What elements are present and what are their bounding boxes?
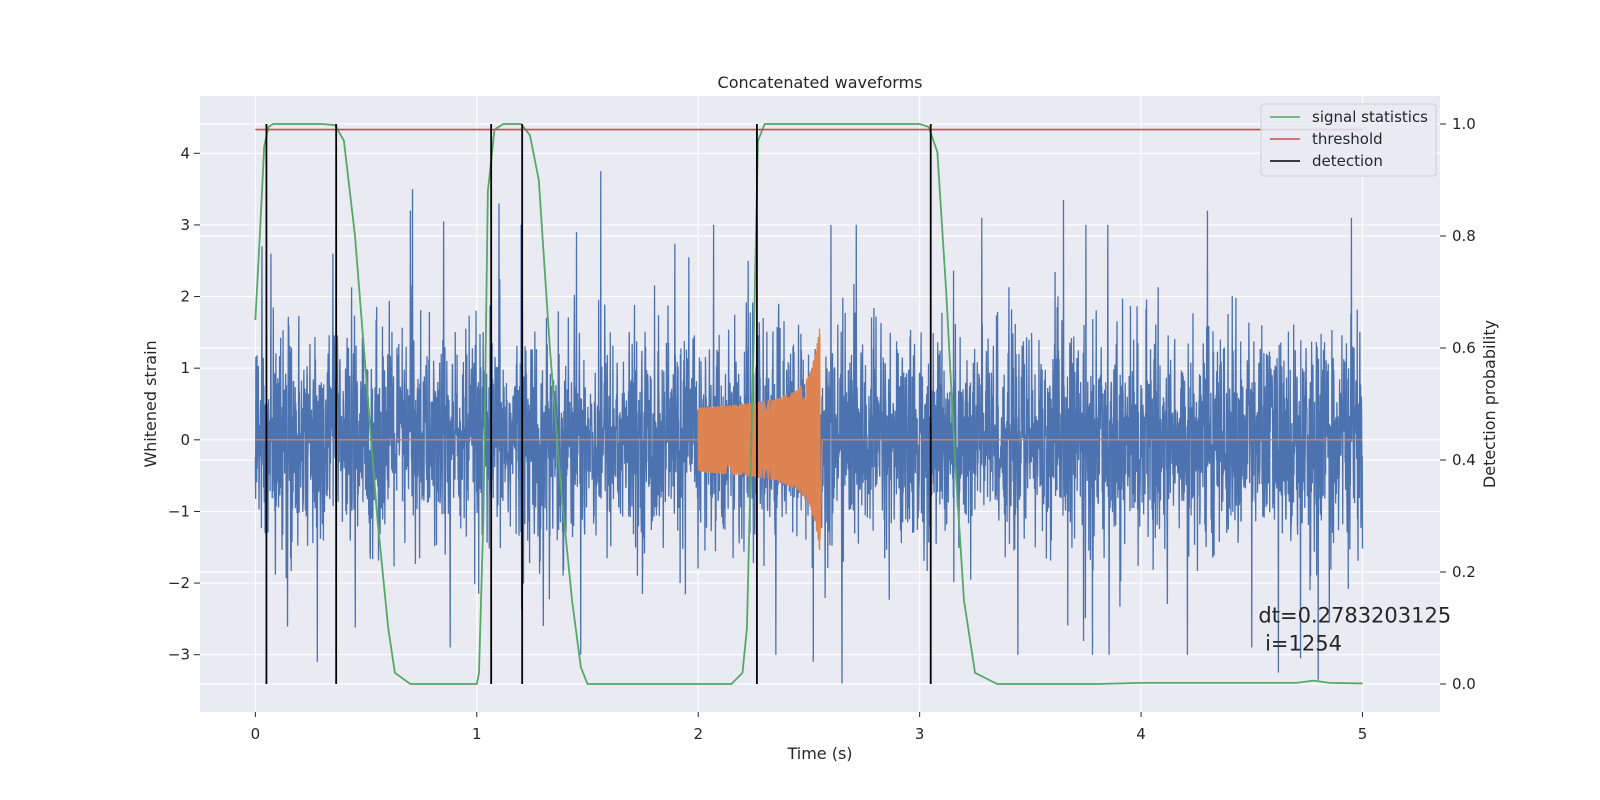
- chart-title: Concatenated waveforms: [718, 73, 923, 92]
- x-axis-label: Time (s): [786, 744, 852, 763]
- y-tick-label: 3: [180, 216, 190, 234]
- right-axis: 0.0 0.2 0.4 0.6 0.8 1.0: [1440, 115, 1476, 693]
- y-tick-label: 0: [180, 431, 190, 449]
- x-tick-label: 3: [915, 725, 925, 743]
- annotation-line-2: i=1254: [1258, 631, 1342, 655]
- y-tick-label: 4: [180, 144, 190, 162]
- bottom-axis: 0 1 2 3 4 5: [251, 712, 1368, 743]
- x-tick-label: 0: [251, 725, 261, 743]
- legend-entry-detection: detection: [1312, 152, 1383, 170]
- x-tick-label: 1: [472, 725, 482, 743]
- annotation-line-1: dt=0.2783203125: [1258, 603, 1451, 627]
- y2-tick-label: 0.2: [1452, 563, 1476, 581]
- y2-tick-label: 0.0: [1452, 675, 1476, 693]
- legend-entry-threshold: threshold: [1312, 130, 1383, 148]
- left-axis: −3 −2 −1 0 1 2 3 4: [168, 144, 200, 664]
- y2-tick-label: 0.6: [1452, 339, 1476, 357]
- y-axis-label: Whitened strain: [141, 340, 160, 467]
- y2-tick-label: 0.4: [1452, 451, 1476, 469]
- x-tick-label: 2: [693, 725, 703, 743]
- y-tick-label: −1: [168, 502, 190, 520]
- legend-entry-signal-statistics: signal statistics: [1312, 108, 1428, 126]
- y2-axis-label: Detection probability: [1480, 320, 1499, 488]
- series-layer: [254, 123, 1364, 685]
- legend: signal statistics threshold detection: [1260, 103, 1437, 177]
- y-tick-label: −3: [168, 646, 190, 664]
- y-tick-label: 2: [180, 288, 190, 306]
- series-signal-statistics: [254, 123, 1363, 685]
- y2-tick-label: 0.8: [1452, 227, 1476, 245]
- series-injected-chirp: [255, 328, 1363, 550]
- y2-tick-label: 1.0: [1452, 115, 1476, 133]
- y-tick-label: 1: [180, 359, 190, 377]
- annotation: dt=0.2783203125 i=1254: [1258, 603, 1451, 655]
- legend-box: [1260, 103, 1437, 177]
- y-tick-label: −2: [168, 574, 190, 592]
- x-tick-label: 5: [1358, 725, 1368, 743]
- x-tick-label: 4: [1136, 725, 1146, 743]
